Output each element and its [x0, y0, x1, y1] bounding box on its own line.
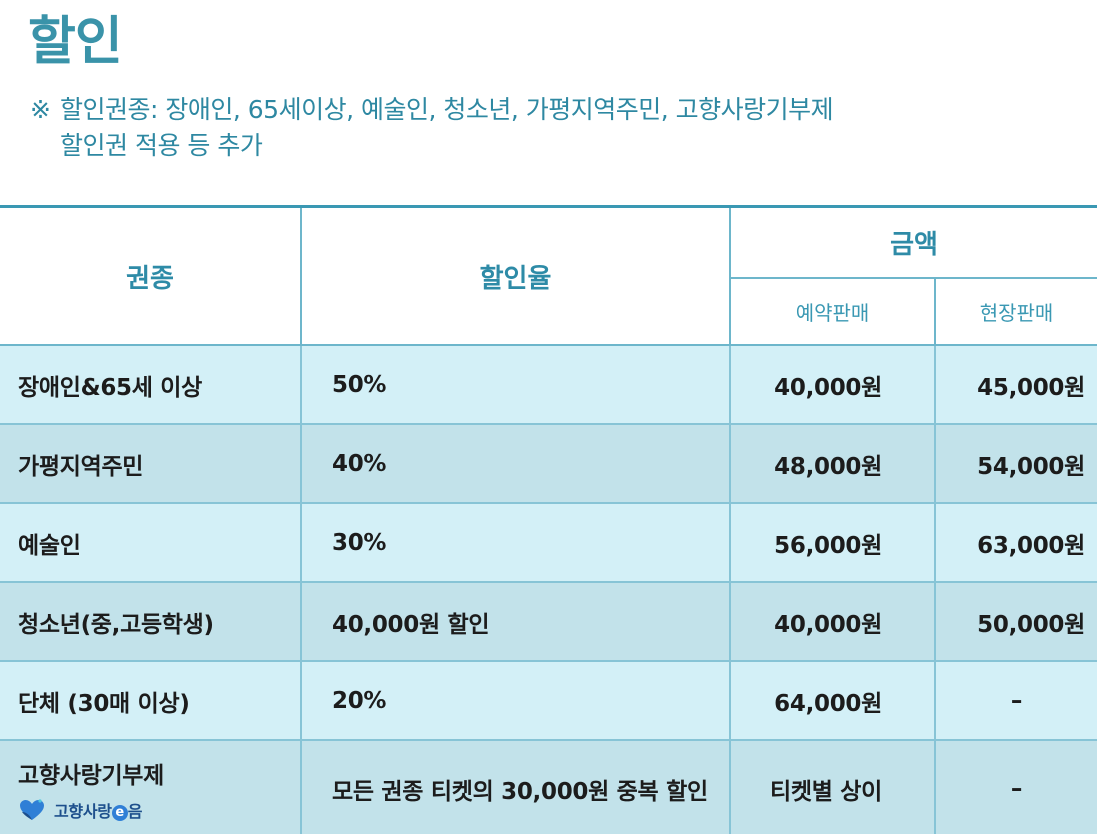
- row-onsite: 50,000원: [935, 582, 1097, 662]
- logo-text-before: 고향사랑: [54, 802, 112, 821]
- row-type: 예술인: [0, 503, 302, 583]
- table-row: 장애인&65세 이상 50% 40,000원 45,000원: [0, 345, 1097, 425]
- row-onsite: –: [935, 740, 1097, 834]
- row-type: 고향사랑기부제: [18, 763, 165, 789]
- row-rate: 20%: [301, 661, 731, 741]
- row-type: 단체 (30매 이상): [0, 661, 302, 741]
- note-line-2: 할인권 적용 등 추가: [60, 131, 263, 160]
- row-presale: 40,000원: [730, 582, 936, 662]
- note-line-1: 할인권종: 장애인, 65세이상, 예술인, 청소년, 가평지역주민, 고향사랑…: [60, 95, 834, 124]
- discount-table: 권종 할인율 금액 예약판매 현장판매 장애인&65세 이상 50% 40,00…: [0, 205, 1097, 834]
- row-rate: 40,000원 할인: [301, 582, 731, 662]
- row-presale: 56,000원: [730, 503, 936, 583]
- page-title: 할인: [28, 12, 123, 72]
- row-rate: 모든 권종 티켓의 30,000원 중복 할인: [301, 740, 731, 834]
- hometown-love-logo: 고향사랑 e 음: [18, 798, 282, 822]
- row-onsite: –: [935, 661, 1097, 741]
- row-rate: 30%: [301, 503, 731, 583]
- row-presale: 티켓별 상이: [730, 740, 936, 834]
- header-presale: 예약판매: [730, 278, 936, 346]
- row-rate: 50%: [301, 345, 731, 425]
- row-type: 가평지역주민: [0, 424, 302, 504]
- row-onsite: 54,000원: [935, 424, 1097, 504]
- header-amount: 금액: [730, 205, 1097, 280]
- row-presale: 48,000원: [730, 424, 936, 504]
- row-type-cell: 고향사랑기부제 고향사랑 e 음: [0, 740, 302, 834]
- table-row: 청소년(중,고등학생) 40,000원 할인 40,000원 50,000원: [0, 582, 1097, 662]
- row-onsite: 63,000원: [935, 503, 1097, 583]
- row-type: 청소년(중,고등학생): [0, 582, 302, 662]
- row-presale: 64,000원: [730, 661, 936, 741]
- table-row: 단체 (30매 이상) 20% 64,000원 –: [0, 661, 1097, 741]
- table-row: 가평지역주민 40% 48,000원 54,000원: [0, 424, 1097, 504]
- logo-text-after: 음: [127, 802, 143, 821]
- table-row: 예술인 30% 56,000원 63,000원: [0, 503, 1097, 583]
- row-type: 장애인&65세 이상: [0, 345, 302, 425]
- row-rate: 40%: [301, 424, 731, 504]
- logo-badge: e: [111, 805, 128, 821]
- row-presale: 40,000원: [730, 345, 936, 425]
- row-onsite: 45,000원: [935, 345, 1097, 425]
- table-row: 고향사랑기부제 고향사랑 e 음 모든 권종 티켓의 30,000원 중복 할인 티…: [0, 740, 1097, 834]
- heart-hands-icon: [20, 799, 44, 820]
- discount-note: ※ 할인권종: 장애인, 65세이상, 예술인, 청소년, 가평지역주민, 고향사…: [30, 92, 834, 164]
- header-rate: 할인율: [301, 205, 731, 346]
- header-onsite: 현장판매: [935, 278, 1097, 346]
- note-mark: ※: [30, 95, 51, 124]
- header-type: 권종: [0, 205, 302, 346]
